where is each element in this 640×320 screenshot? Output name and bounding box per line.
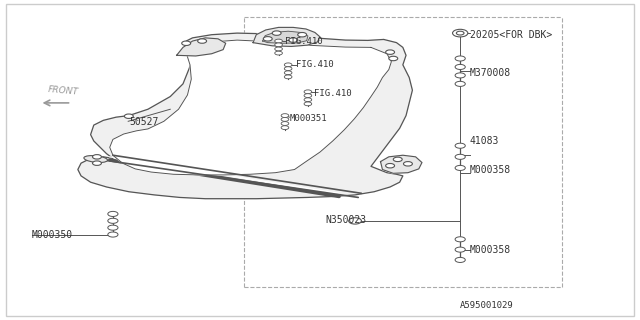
Circle shape — [272, 31, 281, 35]
Text: FIG.410: FIG.410 — [296, 60, 333, 69]
Text: 50527: 50527 — [129, 117, 158, 127]
Circle shape — [281, 117, 289, 121]
Text: M000358: M000358 — [470, 245, 511, 255]
Polygon shape — [253, 28, 320, 46]
Circle shape — [455, 73, 465, 78]
Circle shape — [182, 41, 191, 45]
Ellipse shape — [84, 156, 108, 163]
Circle shape — [284, 75, 292, 79]
Circle shape — [456, 31, 464, 35]
Circle shape — [108, 225, 118, 230]
Circle shape — [275, 43, 282, 47]
Circle shape — [455, 56, 465, 61]
Circle shape — [281, 114, 289, 117]
Circle shape — [124, 114, 133, 118]
Circle shape — [108, 218, 118, 223]
Text: FRONT: FRONT — [47, 85, 79, 97]
Circle shape — [455, 257, 465, 262]
Circle shape — [455, 165, 465, 171]
Circle shape — [275, 51, 282, 55]
Polygon shape — [109, 40, 392, 175]
Text: FIG.410: FIG.410 — [314, 89, 351, 98]
Text: 41083: 41083 — [470, 136, 499, 146]
Circle shape — [455, 154, 465, 159]
Circle shape — [389, 56, 397, 61]
Text: N350023: N350023 — [325, 215, 366, 225]
Circle shape — [349, 218, 362, 224]
Circle shape — [284, 67, 292, 70]
Circle shape — [452, 29, 468, 37]
Text: M370008: M370008 — [470, 68, 511, 78]
Circle shape — [284, 63, 292, 67]
Circle shape — [93, 155, 101, 159]
Circle shape — [455, 247, 465, 252]
Circle shape — [275, 47, 282, 51]
Circle shape — [298, 32, 307, 37]
Circle shape — [394, 157, 402, 162]
Circle shape — [281, 122, 289, 125]
Circle shape — [386, 164, 394, 168]
Text: 20205<FOR DBK>: 20205<FOR DBK> — [470, 30, 552, 40]
Circle shape — [281, 126, 289, 130]
Text: FIG.410: FIG.410 — [285, 36, 323, 45]
Circle shape — [198, 39, 207, 43]
Circle shape — [304, 94, 312, 98]
Circle shape — [304, 90, 312, 94]
Circle shape — [275, 39, 282, 43]
Circle shape — [455, 143, 465, 148]
Circle shape — [386, 50, 394, 54]
Circle shape — [403, 162, 412, 166]
Text: M000350: M000350 — [32, 229, 73, 240]
Circle shape — [108, 232, 118, 237]
Polygon shape — [177, 38, 226, 56]
Text: A595001029: A595001029 — [460, 301, 514, 310]
Circle shape — [93, 161, 101, 165]
Circle shape — [455, 237, 465, 242]
Circle shape — [304, 98, 312, 102]
Circle shape — [289, 38, 298, 42]
Polygon shape — [78, 33, 412, 199]
Polygon shape — [381, 155, 422, 173]
Circle shape — [108, 212, 118, 216]
Polygon shape — [262, 31, 308, 43]
Circle shape — [455, 81, 465, 86]
Text: M000351: M000351 — [289, 114, 327, 123]
Circle shape — [263, 36, 272, 41]
Circle shape — [284, 71, 292, 75]
Circle shape — [304, 102, 312, 106]
Circle shape — [455, 64, 465, 69]
Text: M000358: M000358 — [470, 164, 511, 174]
